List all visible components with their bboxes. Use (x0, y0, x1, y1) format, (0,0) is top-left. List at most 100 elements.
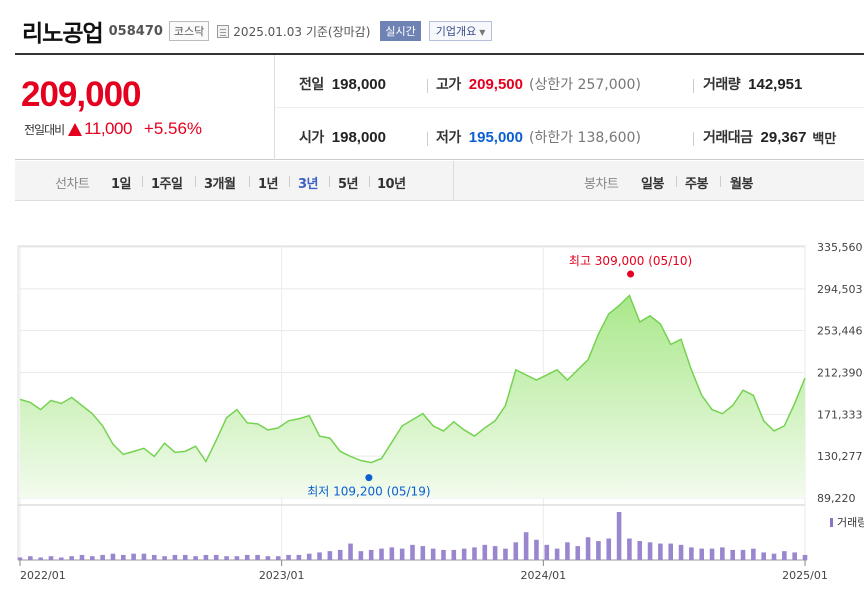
volume-bar (90, 556, 95, 560)
volume-bar (792, 552, 797, 560)
change-label: 전일대비 (24, 122, 65, 137)
volume-bar (616, 512, 622, 560)
volume-bar (141, 553, 147, 560)
volume-bar (59, 557, 64, 560)
volume-bar (234, 556, 240, 560)
candle-chart-label: 봉차트 (584, 177, 619, 192)
volume-bar (482, 544, 488, 560)
volume-bar (554, 548, 560, 560)
volume-bar (17, 557, 23, 560)
x-tick-label: 2024/01 (520, 569, 566, 582)
tab-daily[interactable]: 일봉 (641, 177, 664, 192)
tab-3y[interactable]: 3년 (298, 177, 319, 192)
high-annotation: 최고 309,000 (05/10) (569, 254, 692, 268)
volume-bar (503, 548, 508, 560)
volume-bar (709, 548, 715, 560)
market-badge: 코스닥 (168, 21, 210, 41)
volume-bar (193, 556, 198, 560)
quote-date: 2025.01.03 기준(장마감) (233, 24, 371, 39)
volume-bar (399, 548, 405, 560)
tab-1w[interactable]: 1주일 (151, 177, 183, 192)
volume-bar (120, 554, 126, 560)
tab-weekly[interactable]: 주봉 (685, 177, 708, 192)
volume-bar (296, 554, 302, 560)
volume-bar (565, 542, 570, 560)
volume-bar (28, 556, 33, 560)
company-overview-dropdown[interactable]: 기업개요 ▼ (428, 21, 493, 41)
volume-bar (647, 542, 653, 560)
volume-bar (306, 553, 312, 560)
price-chart: 89,220 130,277 171,333 212,390 253,446 294,50… (17, 241, 864, 582)
tab-monthly[interactable]: 월봉 (730, 177, 753, 192)
tab-3m[interactable]: 3개월 (204, 177, 236, 192)
triangle-up-icon (68, 122, 83, 136)
volume-bar (472, 547, 477, 560)
price-change: 전일대비 11,000 +5.56% (24, 119, 202, 139)
volume-bar (513, 542, 519, 560)
volume-bar (668, 543, 674, 560)
price-area (20, 295, 805, 498)
open-price: 시가 198,000 (299, 128, 386, 147)
volume-bar (389, 547, 395, 560)
low-annotation: 최저 109,200 (05/19) (307, 485, 430, 499)
volume-bar (585, 537, 591, 560)
stock-code: 058470 (108, 23, 163, 39)
volume-bar (441, 549, 446, 560)
volume-bar (110, 553, 116, 560)
volume: 거래량 142,951 (703, 75, 803, 94)
tab-5y[interactable]: 5년 (338, 177, 359, 192)
x-tick-label: 2023/01 (259, 569, 305, 582)
volume-bar (48, 556, 54, 560)
y-tick-label: 89,220 (817, 492, 856, 505)
volume-bar (337, 549, 343, 560)
tab-1y[interactable]: 1년 (258, 177, 279, 192)
volume-bar (771, 553, 777, 560)
chart-tab-bar: 선차트 1일 1주일 3개월 1년 3년 5년 10년 봉차트 일봉 주봉 월봉 (15, 161, 864, 201)
volume-bar (358, 551, 364, 560)
volume-bar (699, 548, 705, 560)
volume-bar (379, 548, 384, 560)
y-tick-label: 253,446 (817, 325, 863, 338)
volume-bar (420, 546, 426, 560)
chevron-down-icon: ▼ (479, 28, 486, 37)
volume-bar (100, 554, 105, 560)
change-value: 11,000 (84, 119, 132, 138)
volume-bar (544, 544, 550, 560)
volume-bar (368, 549, 374, 560)
volume-bar (461, 548, 467, 560)
volume-bar (523, 532, 529, 560)
volume-bar (224, 556, 229, 560)
calendar-icon (217, 24, 230, 38)
volume-bar (678, 544, 684, 560)
volume-bar (410, 544, 415, 560)
volume-bar (131, 553, 136, 560)
volume-bar (162, 556, 167, 560)
volume-bar (627, 538, 632, 560)
line-chart-label: 선차트 (55, 177, 90, 192)
low-marker (365, 474, 373, 482)
volume-bar (79, 554, 85, 560)
trade-amount: 거래대금 29,367 백만 (703, 128, 837, 147)
volume-bar (327, 551, 333, 560)
volume-bar (430, 548, 436, 560)
x-tick-label: 2025/01 (782, 569, 828, 582)
low-price: 저가 195,000 (하한가 138,600) (436, 128, 641, 147)
volume-bar (317, 552, 322, 560)
volume-bar (782, 551, 787, 560)
realtime-button[interactable]: 실시간 (380, 21, 421, 41)
volume-bar (38, 557, 43, 560)
volume-bar (751, 548, 756, 560)
high-marker (627, 270, 635, 278)
current-price-box: 209,000 전일대비 11,000 +5.56% (15, 55, 275, 160)
price-line (19, 294, 806, 464)
tab-10y[interactable]: 10년 (377, 177, 406, 192)
high-price: 고가 209,500 (상한가 257,000) (436, 75, 641, 94)
volume-bar (151, 554, 157, 560)
prev-close: 전일 198,000 (299, 75, 386, 94)
tab-1d[interactable]: 1일 (111, 177, 132, 192)
volume-bar (213, 554, 219, 560)
volume-bar (740, 549, 746, 560)
volume-bar (802, 554, 808, 560)
volume-bar (720, 547, 725, 560)
y-tick-label: 130,277 (817, 450, 863, 463)
